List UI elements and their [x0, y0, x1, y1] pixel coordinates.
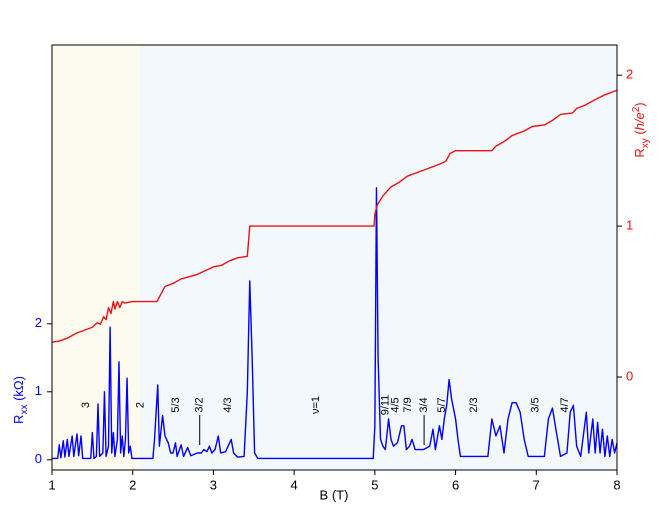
shaded-region: [52, 45, 140, 470]
label-part: R: [11, 415, 26, 424]
x-tick-label: 1: [48, 477, 55, 492]
y2-tick-label: 0: [626, 368, 633, 383]
annotation: 9/11: [379, 395, 391, 416]
label-part: h/e: [632, 112, 647, 130]
annotation: 3/4: [418, 397, 430, 412]
annotation: 4/3: [222, 397, 234, 412]
label-part: ): [632, 102, 647, 106]
annotation: 2/3: [468, 397, 480, 412]
x-tick-label: 4: [291, 477, 298, 492]
y2-axis-label: Rxy (h/e2): [631, 102, 651, 157]
label-part: (kΩ): [11, 376, 26, 405]
annotation: 3: [80, 402, 92, 408]
annotation: 4/5: [390, 397, 402, 412]
x-tick-label: 2: [129, 477, 136, 492]
y2-tick-label: 1: [626, 218, 633, 233]
shaded-region: [139, 45, 617, 470]
label-part: 2: [631, 106, 642, 112]
y-axis-label: Rxx (kΩ): [11, 376, 29, 424]
x-tick-label: 6: [452, 477, 459, 492]
label-part: (: [632, 130, 647, 139]
series-line: [52, 187, 618, 460]
annotation: 5/3: [170, 397, 182, 412]
annotation: 7/9: [402, 397, 414, 412]
label-part: xx: [19, 405, 30, 415]
annotation: 5/7: [436, 397, 448, 412]
annotation: ν=1: [310, 396, 322, 414]
x-axis-label: B (T): [320, 487, 349, 502]
label-part: R: [632, 148, 647, 157]
annotation: 3/2: [194, 397, 206, 412]
annotation: 4/7: [559, 397, 571, 412]
x-tick-label: 8: [613, 477, 620, 492]
plot-frame: [51, 44, 618, 471]
series-line: [51, 89, 618, 344]
x-tick-label: 7: [533, 477, 540, 492]
y2-tick-label: 2: [626, 67, 633, 82]
label-part: xy: [640, 138, 651, 148]
annotation: 3/5: [529, 397, 541, 412]
annotation: 2: [135, 402, 147, 408]
y-tick-label: 2: [35, 315, 42, 330]
x-tick-label: 5: [371, 477, 378, 492]
x-tick-label: 3: [210, 477, 217, 492]
y-tick-label: 1: [35, 383, 42, 398]
y-tick-label: 0: [35, 451, 42, 466]
